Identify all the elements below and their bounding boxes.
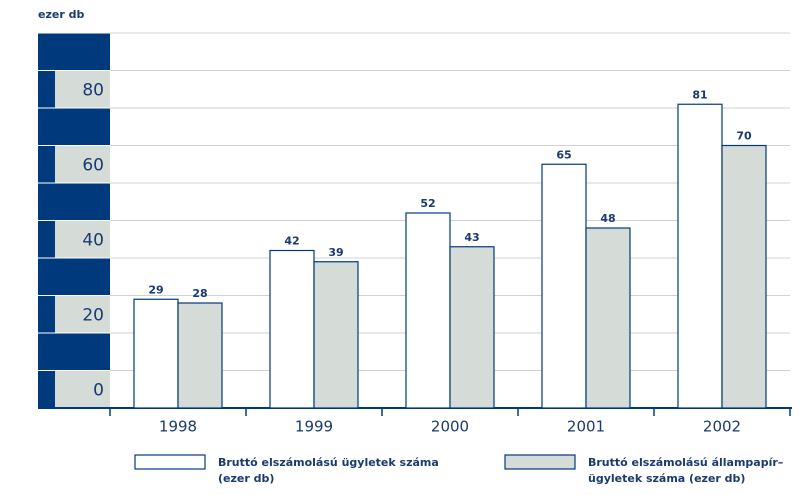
value-label: 29 [148,283,163,296]
value-label: 48 [600,212,615,225]
legend-label: Bruttó elszámolású ügyletek száma (ezer … [218,456,439,485]
value-label: 52 [420,197,435,210]
bar [721,144,767,409]
x-tick-label: 1999 [295,418,333,436]
legend-swatch [504,454,576,470]
legend-swatch [134,454,206,470]
bar [585,227,631,409]
bar [313,261,359,409]
value-label: 65 [556,148,571,161]
x-tick-label: 2000 [431,418,469,436]
y-tick-label: 40 [82,230,104,250]
tick-box [55,370,110,408]
x-tick-label: 2001 [567,418,605,436]
bar [677,103,723,409]
y-tick-label: 20 [82,305,104,325]
bar [269,249,315,409]
value-label: 28 [192,287,207,300]
value-label: 42 [284,235,299,248]
bar [541,163,587,409]
y-axis-label: ezer db [38,8,84,21]
bar [177,302,223,409]
bar [133,298,179,409]
value-label: 70 [736,130,752,143]
bar [449,246,495,409]
bar [405,212,451,409]
tick-box [55,145,110,183]
tick-box [55,295,110,333]
value-label: 43 [464,231,479,244]
tick-box [55,220,110,258]
legend-label: Bruttó elszámolású állampapír–ügyletek s… [588,456,784,485]
tick-box [55,70,110,108]
value-label: 81 [692,88,707,101]
y-tick-label: 80 [82,80,104,100]
value-label: 39 [328,246,343,259]
x-tick-label: 1998 [159,418,197,436]
y-tick-label: 0 [93,380,104,400]
x-tick-label: 2002 [703,418,741,436]
y-tick-label: 60 [82,155,104,175]
